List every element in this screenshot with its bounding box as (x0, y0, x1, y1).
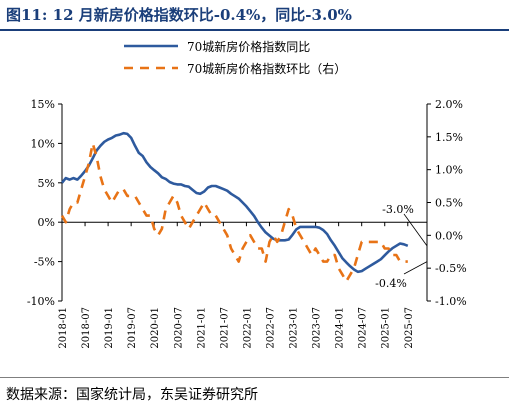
right-axis-tick-label: 1.5% (435, 131, 463, 144)
x-axis-tick-label: 2018-01 (58, 307, 69, 349)
right-axis-tick-label: -1.0% (435, 295, 467, 308)
annotation-label: -3.0% (382, 203, 414, 216)
legend: 70城新房价格指数同比 70城新房价格指数环比（右） (124, 39, 346, 76)
left-axis-tick-label: 10% (31, 137, 55, 150)
right-axis-tick-label: 1.0% (435, 164, 463, 177)
x-axis-tick-label: 2024-07 (358, 307, 369, 349)
annotation-leader (403, 213, 428, 247)
series-line-mom (60, 142, 408, 283)
right-axis-tick-label: -0.5% (435, 262, 467, 275)
right-axis-tick-label: 0.5% (435, 197, 463, 210)
x-axis-tick-label: 2025-01 (381, 307, 392, 349)
x-axis-tick-label: 2023-07 (312, 307, 323, 349)
x-axis-tick-label: 2019-07 (127, 307, 138, 349)
legend-label: 70城新房价格指数同比 (187, 39, 310, 54)
axes: 15% 10% 5% 0% -5% -10% 2.0% 1.5% 1.0% 0.5% 0.0% -0.… (27, 98, 467, 349)
annotation-label: -0.4% (375, 277, 407, 290)
series-layer (60, 131, 409, 283)
x-axis-tick-label: 2022-07 (265, 307, 276, 349)
x-axis-tick-label: 2020-01 (150, 307, 161, 349)
x-axis-tick-label: 2021-07 (219, 307, 230, 349)
x-axis-tick-label: 2024-01 (335, 307, 346, 349)
chart: 15% 10% 5% 0% -5% -10% 2.0% 1.5% 1.0% 0.5% 0.0% -0.… (27, 39, 467, 349)
left-axis-tick-label: -10% (27, 295, 55, 308)
x-axis-tick-label: 2023-01 (289, 307, 300, 349)
x-axis-tick-label: 2019-01 (104, 307, 115, 349)
left-axis-tick-label: -5% (34, 256, 55, 269)
series-line-yoy (60, 131, 409, 274)
left-axis-tick-label: 0% (38, 216, 55, 229)
title-rule (0, 29, 509, 31)
x-axis-tick-label: 2021-01 (196, 307, 207, 349)
x-axis-tick-label: 2022-01 (242, 307, 253, 349)
left-axis-tick-label: 5% (38, 177, 55, 190)
x-axis-tick-label: 2025-07 (404, 307, 415, 349)
source-note: 数据来源：国家统计局，东吴证券研究所 (6, 387, 258, 403)
source-rule (0, 377, 509, 378)
left-axis-tick-label: 15% (31, 98, 55, 111)
x-axis-tick-label: 2020-07 (173, 307, 184, 349)
annotation-leader (403, 261, 428, 275)
figure-title: 图11: 12 月新房价格指数环比-0.4%，同比-3.0% (6, 6, 352, 24)
x-axis-tick-label: 2018-07 (81, 307, 92, 349)
annotations: -3.0% -0.4% (375, 203, 428, 290)
legend-label: 70城新房价格指数环比（右） (187, 61, 346, 76)
right-axis-tick-label: 2.0% (435, 98, 463, 111)
right-axis-tick-label: 0.0% (435, 229, 463, 242)
